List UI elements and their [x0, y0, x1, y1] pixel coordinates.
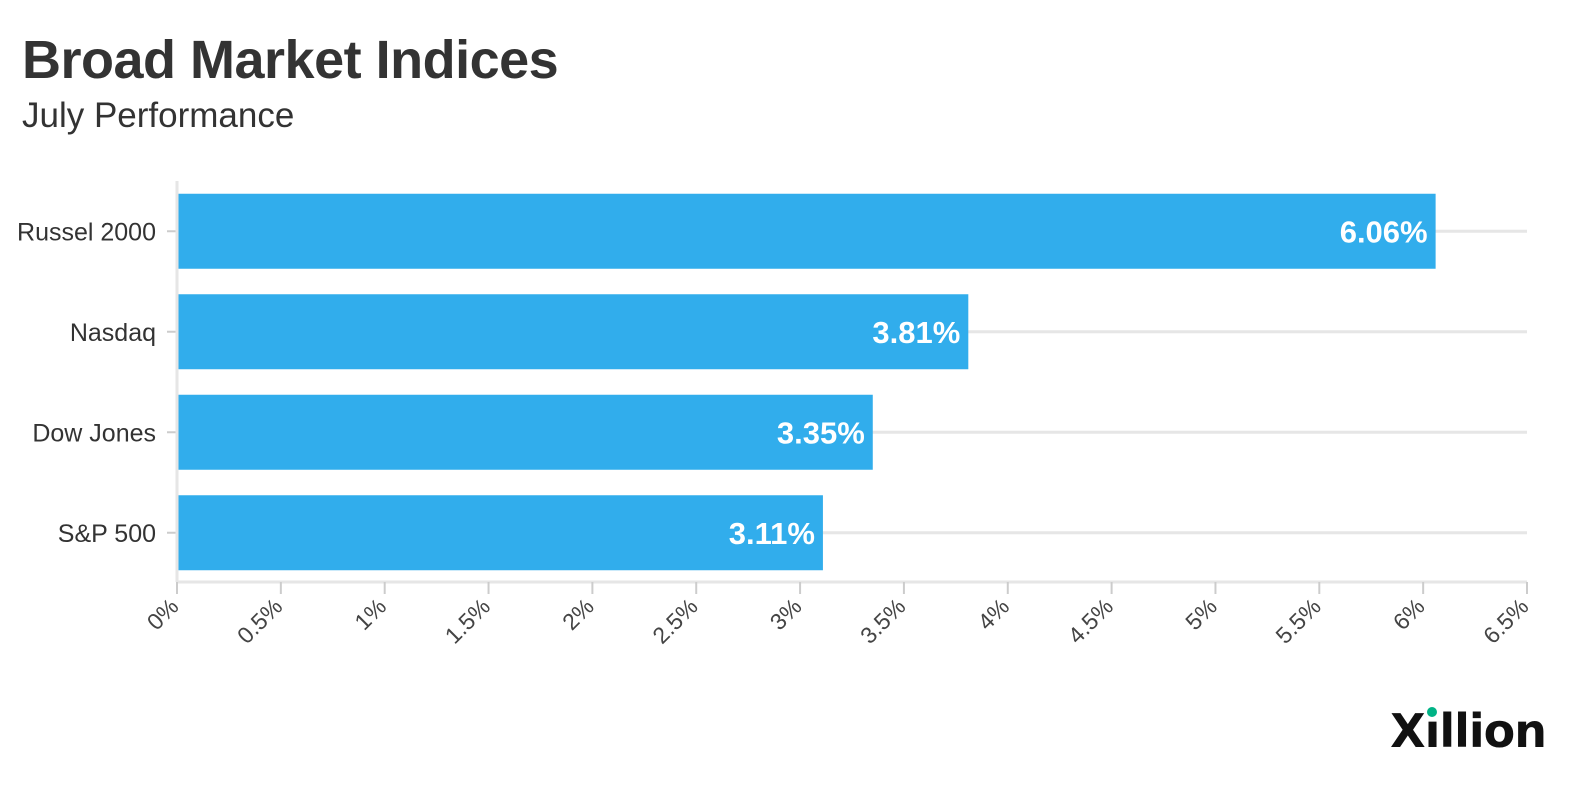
category-labels: Russel 2000 Nasdaq Dow Jones S&P 500	[17, 218, 156, 548]
value-label: 6.06%	[1340, 214, 1428, 249]
logo-dotted-letter: ı	[1424, 704, 1441, 758]
category-label: S&P 500	[58, 520, 156, 548]
brand-logo: Xıllion	[1390, 704, 1547, 758]
bar-3	[177, 495, 823, 571]
x-tick-label: 0.5%	[232, 593, 287, 648]
x-tick-label: 1.5%	[440, 593, 495, 648]
category-label: Nasdaq	[70, 319, 156, 347]
chart-title: Broad Market Indices	[22, 30, 559, 90]
x-tick-label: 5%	[1180, 593, 1222, 635]
x-tick-label: 1%	[349, 593, 391, 635]
brand-logo-text: Xıllion	[1390, 704, 1547, 758]
grid-lines	[177, 229, 1527, 535]
x-tick-label: 2.5%	[647, 593, 702, 648]
value-label: 3.11%	[729, 516, 815, 551]
category-label: Dow Jones	[32, 419, 156, 447]
value-label: 3.81%	[872, 315, 960, 350]
x-tick-labels: 0% 0.5% 1% 1.5% 2% 2.5% 3% 3.5% 4% 4.5% 5% 5.5% 6% 6.…	[142, 593, 1534, 648]
bar-0	[177, 193, 1436, 269]
x-tick-label: 3.5%	[855, 593, 910, 648]
x-tick-label: 2%	[557, 593, 599, 635]
value-label: 3.35%	[777, 415, 865, 450]
x-tick-label: 3%	[765, 593, 807, 635]
value-labels: 6.06% 3.81% 3.35% 3.11%	[729, 214, 1428, 551]
x-tick-label: 5.5%	[1270, 593, 1325, 648]
bar-2	[177, 394, 873, 470]
x-tick-label: 6.5%	[1478, 593, 1533, 648]
axes	[167, 181, 1528, 594]
x-tick-label: 4.5%	[1063, 593, 1118, 648]
x-tick-label: 4%	[972, 593, 1014, 635]
x-tick-label: 6%	[1388, 593, 1430, 635]
x-tick-label: 0%	[142, 593, 184, 635]
bars	[177, 193, 1436, 571]
chart-subtitle: July Performance	[22, 96, 295, 135]
bar-1	[177, 294, 969, 370]
category-label: Russel 2000	[17, 218, 156, 246]
